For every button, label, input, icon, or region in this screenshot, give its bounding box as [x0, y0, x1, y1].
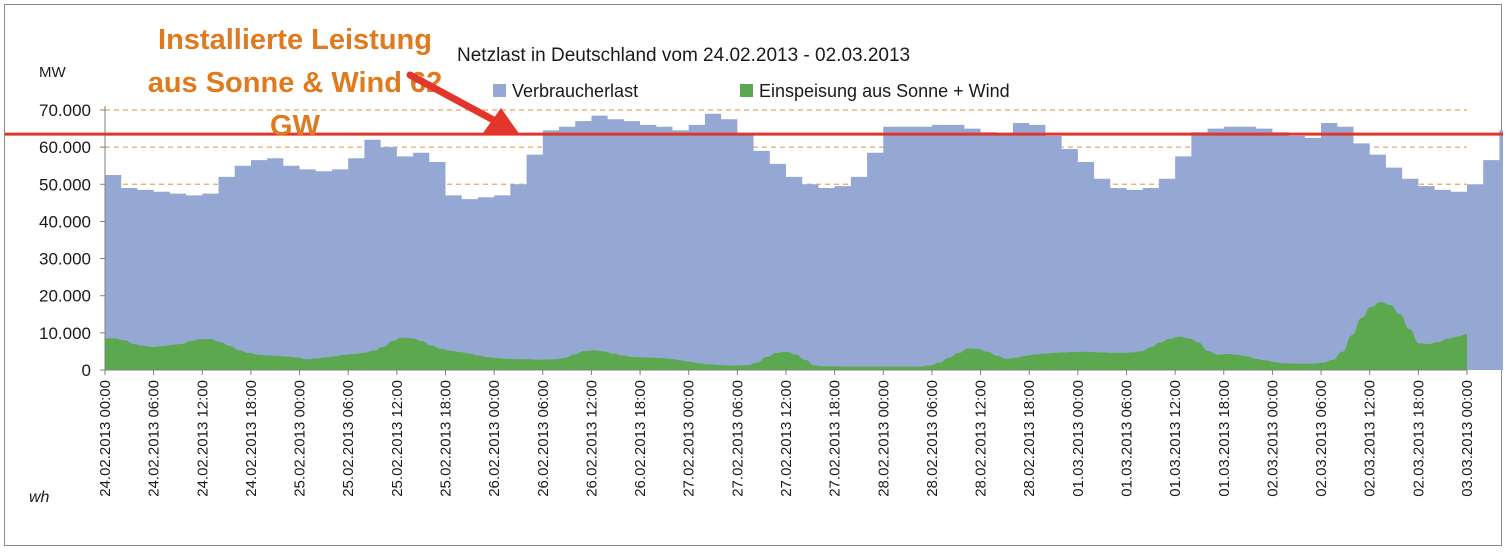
x-tick-label-16: 28.02.2013 00:00 — [875, 380, 892, 497]
x-tick-label-1: 24.02.2013 06:00 — [146, 380, 163, 497]
chart: 0 10.000 20.000 30.000 40.000 50.000 60.000 70.… — [5, 24, 1503, 506]
y-tick-label-7: 70.000 — [39, 101, 91, 120]
x-tick-label-14: 27.02.2013 12:00 — [778, 380, 795, 497]
x-tick-label-9: 26.02.2013 06:00 — [535, 380, 552, 497]
x-tick-label-12: 27.02.2013 00:00 — [681, 380, 698, 497]
x-tick-label-28: 03.03.2013 00:00 — [1459, 380, 1476, 497]
x-tick-label-18: 28.02.2013 12:00 — [973, 380, 990, 497]
x-tick-label-26: 02.03.2013 12:00 — [1362, 380, 1379, 497]
chart-frame: 0 10.000 20.000 30.000 40.000 50.000 60.000 70.… — [4, 4, 1503, 546]
x-tick-label-3: 24.02.2013 18:00 — [243, 380, 260, 497]
series-areas — [105, 113, 1503, 370]
x-tick-label-6: 25.02.2013 12:00 — [389, 380, 406, 497]
x-tick-label-25: 02.03.2013 06:00 — [1313, 380, 1330, 497]
x-tick-label-11: 26.02.2013 18:00 — [632, 380, 649, 497]
area-einspeisung — [105, 302, 1467, 370]
x-tick-labels: 24.02.2013 00:00 24.02.2013 06:00 24.02.20… — [97, 380, 1476, 497]
y-tick-label-1: 10.000 — [39, 324, 91, 343]
x-tick-label-8: 26.02.2013 00:00 — [486, 380, 503, 497]
x-tick-label-21: 01.03.2013 06:00 — [1119, 380, 1136, 497]
y-tick-label-2: 20.000 — [39, 287, 91, 306]
area-verbraucherlast — [105, 113, 1503, 370]
annotation-arrow — [406, 71, 520, 135]
legend-label-einspeisung: Einspeisung aus Sonne + Wind — [759, 81, 1010, 101]
annotation-arrow-head — [483, 108, 520, 135]
x-tick-label-0: 24.02.2013 00:00 — [97, 380, 114, 497]
legend: Verbraucherlast Einspeisung aus Sonne + … — [493, 81, 1010, 101]
x-tick-label-13: 27.02.2013 06:00 — [729, 380, 746, 497]
x-tick-label-15: 27.02.2013 18:00 — [827, 380, 844, 497]
x-tick-label-4: 25.02.2013 00:00 — [292, 380, 309, 497]
chart-title: Netzlast in Deutschland vom 24.02.2013 -… — [457, 45, 910, 66]
y-tick-label-3: 30.000 — [39, 250, 91, 269]
x-axis-unit: wh — [29, 489, 50, 506]
legend-swatch-verbraucherlast — [493, 84, 506, 97]
y-tick-label-0: 0 — [82, 361, 91, 380]
x-tick-label-7: 25.02.2013 18:00 — [438, 380, 455, 497]
y-tick-label-6: 60.000 — [39, 138, 91, 157]
annotation-line-2: aus Sonne & Wind 62 — [148, 67, 443, 99]
x-tick-label-20: 01.03.2013 00:00 — [1070, 380, 1087, 497]
axes — [100, 106, 1468, 375]
annotation-arrow-shaft — [406, 71, 503, 127]
annotation: Installierte Leistung aus Sonne & Wind 6… — [148, 24, 520, 142]
annotation-line-1: Installierte Leistung — [158, 24, 432, 56]
x-tick-label-24: 02.03.2013 00:00 — [1264, 380, 1281, 497]
y-tick-label-4: 40.000 — [39, 212, 91, 231]
x-tick-label-17: 28.02.2013 06:00 — [924, 380, 941, 497]
x-tick-label-23: 01.03.2013 18:00 — [1216, 380, 1233, 497]
annotation-line-3: GW — [270, 110, 321, 142]
y-tick-label-5: 50.000 — [39, 175, 91, 194]
x-tick-label-27: 02.03.2013 18:00 — [1410, 380, 1427, 497]
x-tick-label-2: 24.02.2013 12:00 — [194, 380, 211, 497]
legend-swatch-einspeisung — [740, 84, 753, 97]
x-tick-label-19: 28.02.2013 18:00 — [1021, 380, 1038, 497]
x-tick-label-5: 25.02.2013 06:00 — [340, 380, 357, 497]
y-tick-labels: 0 10.000 20.000 30.000 40.000 50.000 60.000 70.… — [39, 101, 91, 380]
legend-label-verbraucherlast: Verbraucherlast — [512, 81, 638, 101]
x-tick-label-22: 01.03.2013 12:00 — [1167, 380, 1184, 497]
y-axis-unit: MW — [39, 64, 66, 81]
x-tick-label-10: 26.02.2013 12:00 — [583, 380, 600, 497]
